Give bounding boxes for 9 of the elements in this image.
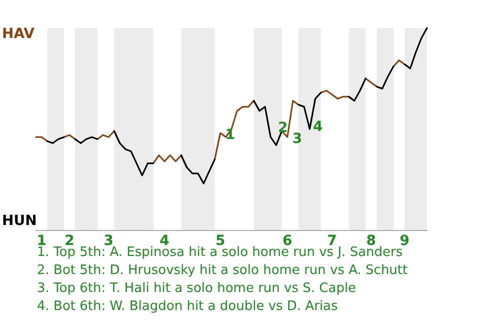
annotation: 2 [278,120,288,136]
annotation: 3 [292,131,302,148]
annotation: 4 [313,119,323,135]
text: 4. Bot 6th: W. Blagdon hit a double vs D. Arias [37,299,338,314]
annotation: 1 [225,127,236,144]
text: 2. Bot 5th: D. Hrusovsky hit a solo home run vs A. Schutt [37,263,408,278]
annotation: HUN [2,213,37,229]
text: HAV [2,26,35,42]
text: 3. Top 6th: T. Hali hit a solo home run vs S. Caple [37,281,356,296]
